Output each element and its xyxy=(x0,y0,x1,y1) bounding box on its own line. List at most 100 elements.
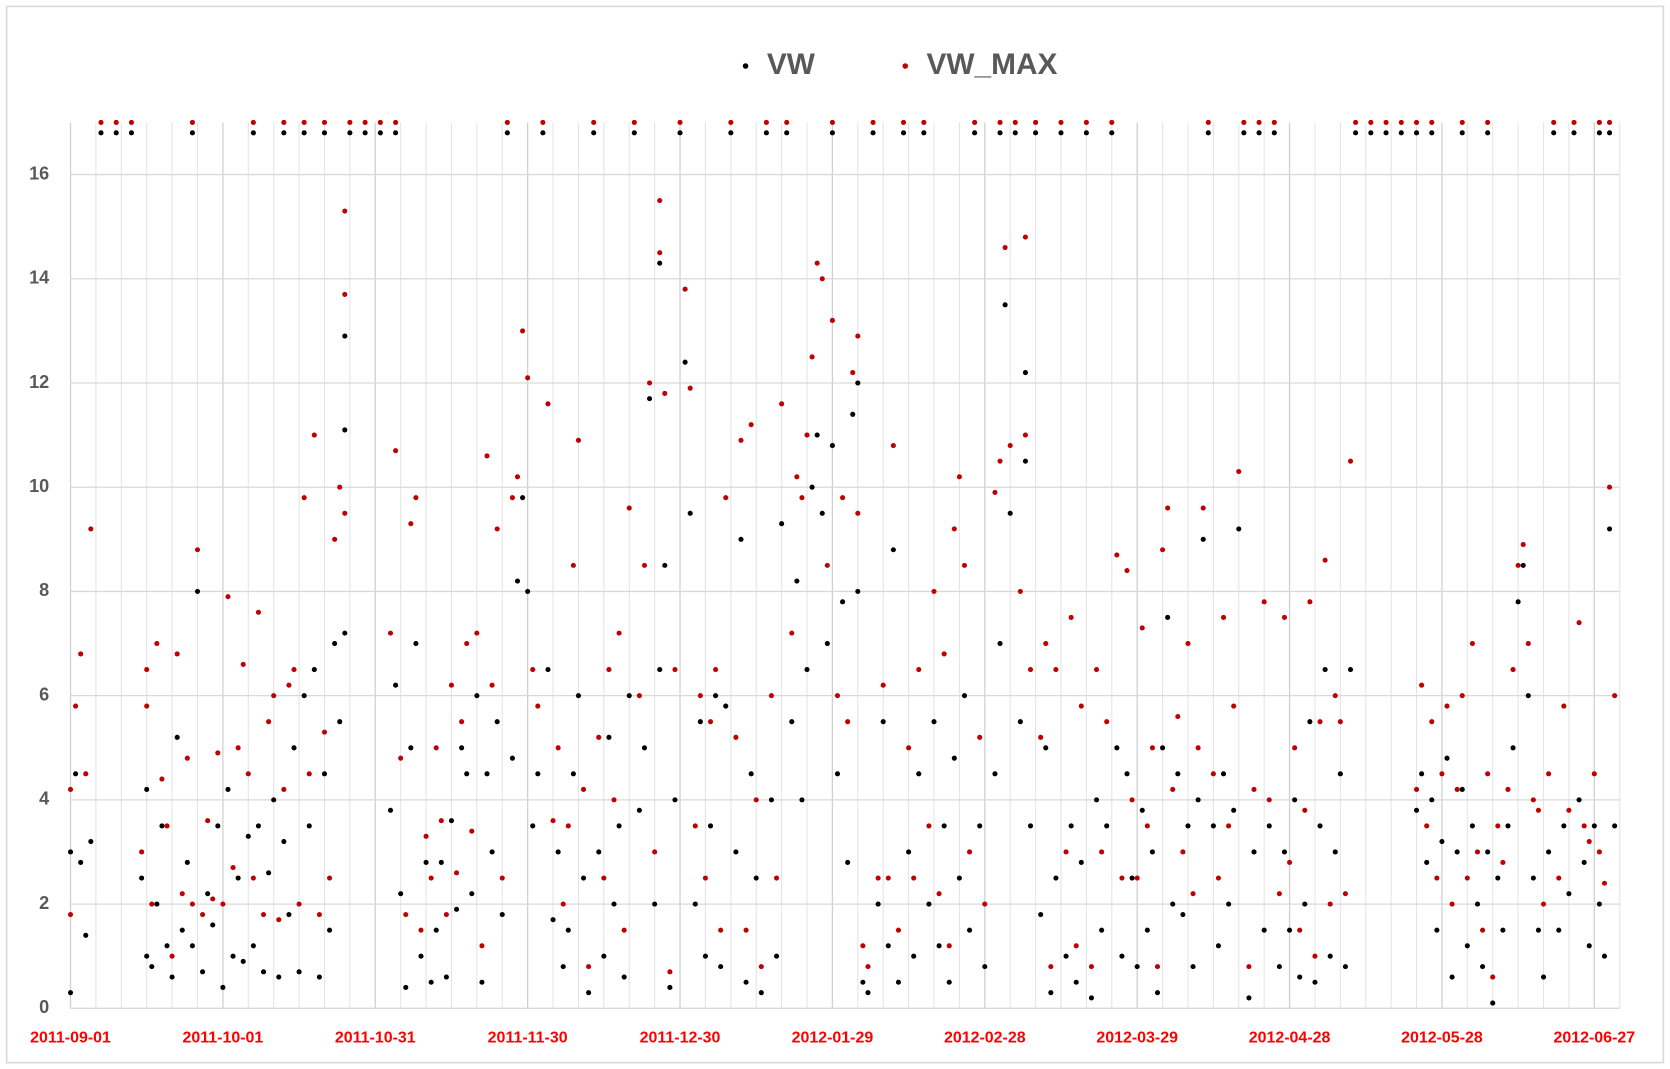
point xyxy=(1251,849,1257,855)
point xyxy=(1368,119,1374,126)
point xyxy=(1596,119,1602,126)
point xyxy=(1601,880,1608,886)
point xyxy=(327,927,333,933)
point xyxy=(332,640,338,647)
point xyxy=(337,719,343,725)
point xyxy=(311,432,317,438)
point xyxy=(809,484,815,490)
point xyxy=(941,823,947,829)
point xyxy=(667,969,673,975)
point xyxy=(1510,745,1516,751)
point xyxy=(1246,995,1252,1001)
point xyxy=(271,797,277,803)
point xyxy=(1149,849,1155,855)
point xyxy=(906,745,912,751)
point xyxy=(672,667,678,673)
point xyxy=(1195,797,1201,803)
point xyxy=(489,849,495,855)
point xyxy=(591,119,597,126)
point xyxy=(296,969,302,975)
point xyxy=(946,943,952,949)
point xyxy=(855,380,861,386)
point xyxy=(1261,599,1267,605)
point xyxy=(1170,786,1176,793)
point xyxy=(1480,964,1486,970)
point xyxy=(321,130,328,136)
point xyxy=(1022,458,1028,464)
point xyxy=(174,734,180,740)
point xyxy=(535,771,541,777)
point xyxy=(819,510,825,516)
point xyxy=(1317,719,1323,725)
point xyxy=(1413,130,1420,136)
point xyxy=(916,771,922,777)
point xyxy=(169,974,175,980)
y-tick-label: 2 xyxy=(39,893,49,913)
point xyxy=(98,119,104,126)
point xyxy=(652,901,658,907)
point xyxy=(260,969,267,975)
grid xyxy=(69,122,1621,1009)
point xyxy=(342,510,348,516)
point xyxy=(499,875,505,881)
point xyxy=(682,359,688,365)
point xyxy=(433,745,439,751)
point xyxy=(1596,849,1602,855)
point xyxy=(1246,964,1252,970)
point xyxy=(1413,807,1420,813)
point xyxy=(479,979,485,985)
point xyxy=(1566,891,1572,897)
point xyxy=(1027,667,1034,673)
point xyxy=(83,932,89,938)
point xyxy=(1383,130,1389,136)
point xyxy=(281,130,287,136)
point xyxy=(799,495,805,501)
point xyxy=(1266,823,1272,829)
point xyxy=(1012,130,1018,136)
point xyxy=(616,630,622,636)
point xyxy=(662,390,668,396)
point xyxy=(418,927,424,933)
point xyxy=(580,875,587,881)
point xyxy=(88,839,94,845)
point xyxy=(748,771,754,777)
point xyxy=(956,875,962,881)
point xyxy=(413,495,419,501)
point xyxy=(1551,119,1557,126)
point xyxy=(870,119,876,126)
point xyxy=(1068,823,1074,829)
point xyxy=(784,130,790,136)
chart-frame xyxy=(5,5,1665,1064)
point xyxy=(499,911,505,918)
point xyxy=(1500,859,1506,865)
point xyxy=(707,719,714,725)
point xyxy=(1165,505,1171,511)
point xyxy=(1175,771,1181,777)
point xyxy=(1327,901,1333,907)
y-tick-label: 12 xyxy=(29,372,49,392)
point xyxy=(900,119,907,126)
point xyxy=(509,495,515,501)
point xyxy=(1129,875,1135,881)
point xyxy=(641,562,648,568)
point xyxy=(1292,797,1298,803)
point xyxy=(1540,974,1547,980)
point xyxy=(174,651,180,657)
y-tick-label: 10 xyxy=(29,476,49,496)
point xyxy=(1535,807,1542,813)
point xyxy=(1119,953,1125,959)
point xyxy=(1495,823,1501,829)
point xyxy=(530,667,536,673)
point xyxy=(677,130,683,136)
point xyxy=(626,505,632,511)
point xyxy=(972,119,978,126)
point xyxy=(809,354,815,360)
point xyxy=(1612,693,1618,699)
point xyxy=(509,755,515,761)
point xyxy=(631,119,637,126)
point xyxy=(1398,130,1404,136)
point xyxy=(718,964,724,970)
point xyxy=(840,495,846,501)
point xyxy=(144,667,150,673)
point xyxy=(586,964,592,970)
